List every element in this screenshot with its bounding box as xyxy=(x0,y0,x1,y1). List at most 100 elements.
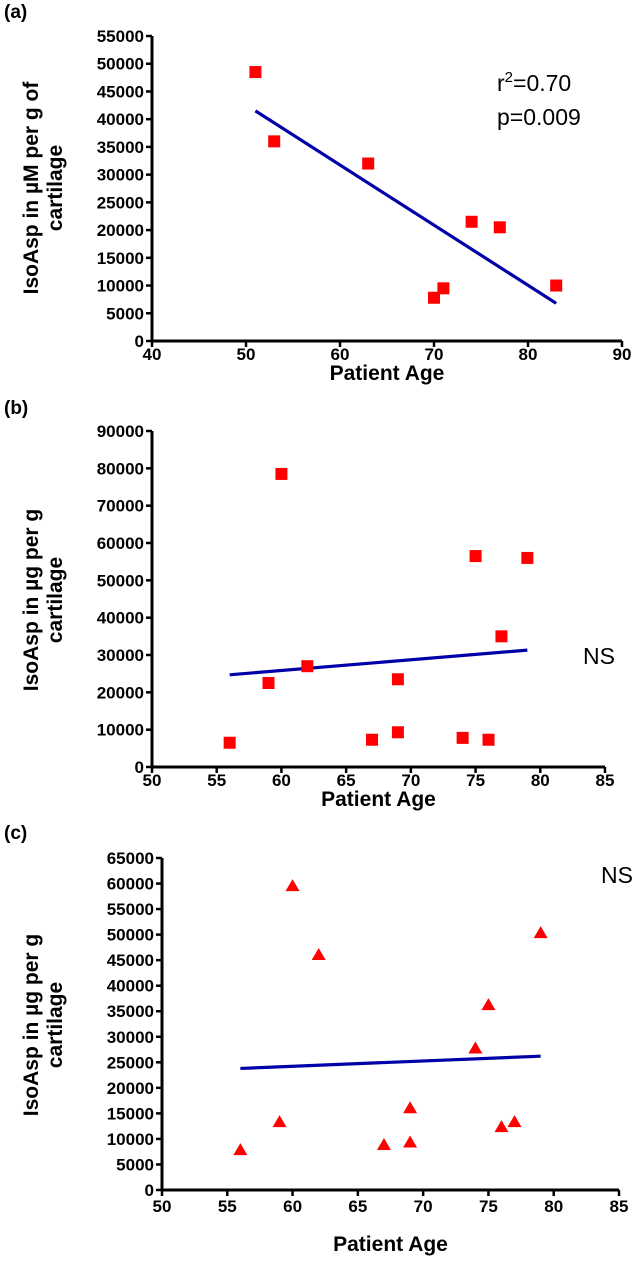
x-tick-label: 60 xyxy=(272,771,291,790)
y-axis-title-line: cartilage xyxy=(44,557,67,643)
annotation-text: r2=0.70 xyxy=(497,69,571,96)
data-point-square xyxy=(469,550,482,563)
x-tick-label: 80 xyxy=(544,1197,563,1216)
chart-panel-b: (b) 0 10000 20000 30000 40000 50000 60000 70000 8… xyxy=(4,398,615,811)
x-tick-label: 75 xyxy=(479,1197,498,1216)
x-tick-label: 65 xyxy=(337,771,356,790)
x-tick-label: 50 xyxy=(153,1197,172,1216)
chart-panel-a: (a) 0 5000 10000 15000 20000 25000 30000 35000 40… xyxy=(4,2,631,385)
data-point-square xyxy=(550,279,563,292)
data-point-triangle xyxy=(533,926,548,939)
y-tick-label: 65000 xyxy=(107,849,154,868)
data-point-triangle xyxy=(285,879,300,892)
y-axis-title-line: cartilage xyxy=(44,982,67,1068)
data-point-square xyxy=(362,157,375,170)
y-tick-label: 60000 xyxy=(97,534,144,553)
y-tick-label: 10000 xyxy=(107,1130,154,1149)
y-tick-label: 40000 xyxy=(97,110,144,129)
y-tick-label: 50000 xyxy=(97,55,144,74)
y-tick-label: 20000 xyxy=(97,683,144,702)
data-point-square xyxy=(223,736,236,749)
x-tick-label: 65 xyxy=(348,1197,367,1216)
y-tick-label: 5000 xyxy=(106,304,144,323)
x-tick-label: 70 xyxy=(401,771,420,790)
x-axis-title: Patient Age xyxy=(321,788,436,811)
data-point-square xyxy=(493,221,506,234)
data-point-triangle xyxy=(272,1115,287,1128)
y-tick-label: 25000 xyxy=(107,1053,154,1072)
y-axis-title-line: cartilage xyxy=(44,145,67,231)
x-tick-label: 90 xyxy=(613,345,632,364)
y-tick-label: 80000 xyxy=(97,459,144,478)
annotation-text: p=0.009 xyxy=(497,104,581,130)
y-tick-label: 15000 xyxy=(107,1104,154,1123)
data-point-square xyxy=(249,66,262,79)
y-tick-label: 40000 xyxy=(97,609,144,628)
regression-line xyxy=(240,1054,541,1071)
y-tick-label: 10000 xyxy=(97,277,144,296)
x-tick-label: 60 xyxy=(283,1197,302,1216)
y-tick-label: 45000 xyxy=(97,82,144,101)
annotation-text: NS xyxy=(601,862,633,888)
y-tick-label: 55000 xyxy=(97,27,144,46)
y-tick-label: 60000 xyxy=(107,875,154,894)
data-point-triangle xyxy=(494,1120,509,1133)
x-tick-label: 70 xyxy=(425,345,444,364)
data-point-square xyxy=(275,467,288,480)
y-axis-title-line: IsoAsp in µg per g xyxy=(20,934,43,1116)
data-point-square xyxy=(391,726,404,739)
y-axis-title: IsoAsp in µg per gcartilage xyxy=(20,509,67,691)
y-axis-title: IsoAsp in µg per gcartilage xyxy=(20,934,67,1116)
y-tick-label: 35000 xyxy=(97,138,144,157)
data-point-square xyxy=(262,677,275,689)
regression-line xyxy=(254,109,558,305)
data-point-triangle xyxy=(403,1101,418,1114)
y-tick-label: 50000 xyxy=(97,571,144,590)
y-tick-label: 30000 xyxy=(97,646,144,665)
data-point-triangle xyxy=(403,1135,418,1148)
y-tick-label: 45000 xyxy=(107,951,154,970)
annotation-value: =0.70 xyxy=(513,70,571,96)
x-tick-label: 75 xyxy=(466,771,485,790)
data-point-square xyxy=(428,291,440,304)
x-tick-label: 60 xyxy=(331,345,350,364)
y-tick-label: 0 xyxy=(135,758,144,777)
y-tick-label: 10000 xyxy=(97,721,144,740)
x-tick-label: 50 xyxy=(237,345,256,364)
data-point-triangle xyxy=(376,1138,391,1151)
y-tick-label: 30000 xyxy=(97,166,144,185)
panel-label: (a) xyxy=(4,2,27,23)
data-point-square xyxy=(268,135,281,148)
x-tick-label: 85 xyxy=(610,1197,629,1216)
data-point-square xyxy=(465,215,478,228)
data-point-square xyxy=(391,673,404,686)
data-point-square xyxy=(495,630,508,643)
data-point-square xyxy=(521,551,534,564)
data-point-triangle xyxy=(311,948,326,961)
data-point-square xyxy=(482,733,495,746)
y-tick-label: 50000 xyxy=(107,926,154,945)
y-tick-label: 40000 xyxy=(107,977,154,996)
panel-label: (b) xyxy=(4,398,28,419)
y-tick-label: 15000 xyxy=(97,249,144,268)
panel-label: (c) xyxy=(4,823,27,844)
y-tick-label: 90000 xyxy=(97,422,144,441)
y-tick-label: 30000 xyxy=(107,1028,154,1047)
y-tick-label: 25000 xyxy=(97,193,144,212)
y-tick-label: 0 xyxy=(135,332,144,351)
annotation-superscript: 2 xyxy=(505,69,513,86)
y-axis-title-line: IsoAsp in µM per g of xyxy=(20,81,43,295)
y-axis-title: IsoAsp in µM per g ofcartilage xyxy=(20,81,67,295)
y-tick-label: 35000 xyxy=(107,1002,154,1021)
data-point-square xyxy=(366,733,379,746)
x-tick-label: 80 xyxy=(531,771,550,790)
data-point-triangle xyxy=(233,1143,248,1156)
data-point-triangle xyxy=(468,1041,483,1054)
data-point-triangle xyxy=(507,1115,522,1128)
y-tick-label: 20000 xyxy=(107,1079,154,1098)
annotation-r: r xyxy=(497,70,505,96)
y-tick-label: 70000 xyxy=(97,497,144,516)
x-tick-label: 55 xyxy=(207,771,226,790)
x-tick-label: 80 xyxy=(519,345,538,364)
